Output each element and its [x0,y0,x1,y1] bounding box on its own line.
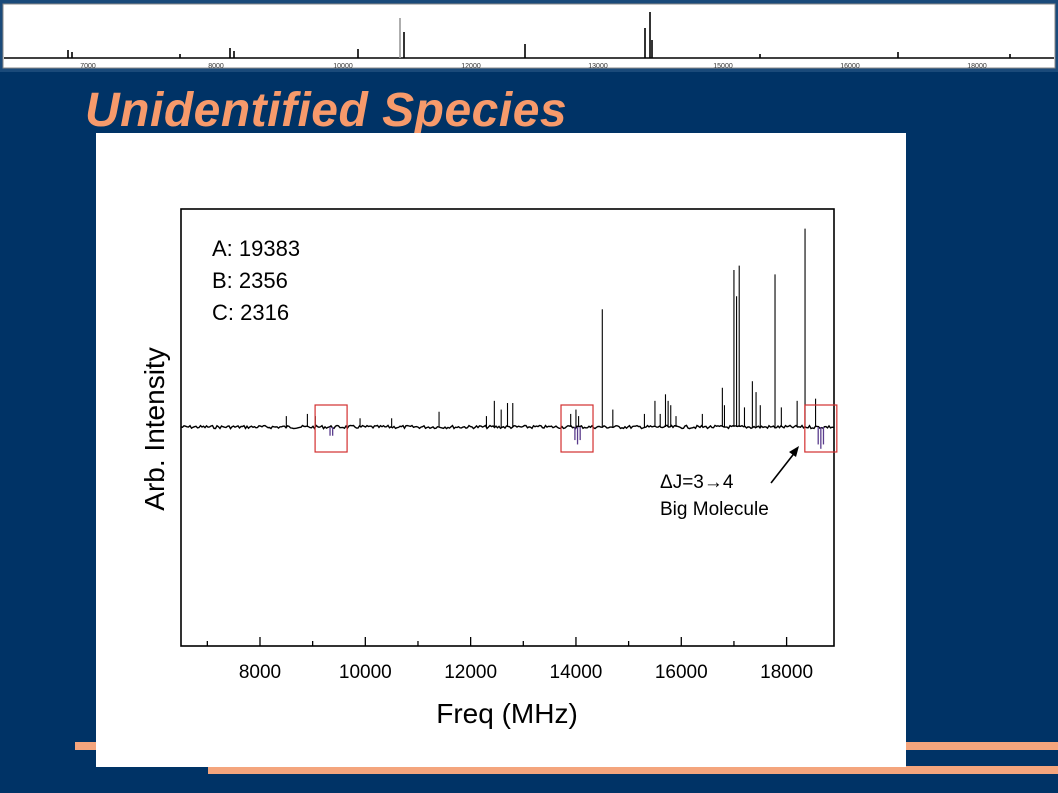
overview-tick-label: 13000 [588,63,608,70]
annotation-big-molecule: Big Molecule [660,499,769,520]
overview-tick-label: 12000 [461,63,481,70]
highlight-box [314,404,348,453]
slide-title: Unidentified Species [85,84,568,137]
overview-spectrum: 7000 8000 10000 12000 13000 15000 16000 18000 [2,3,1056,70]
overview-tick-label: 10000 [333,63,353,70]
x-tick-label: 14000 [550,662,603,683]
overview-tick-label: 16000 [840,63,860,70]
x-tick-label: 16000 [655,662,708,683]
accent-line-bottom [208,766,1058,774]
spectrum-chart: 8000 10000 12000 14000 16000 18000 Freq (MHz)… [139,208,838,729]
overview-tick-label: 15000 [713,63,733,70]
overview-tick-label: 7000 [80,63,96,70]
annotation-transition: ΔJ=3→4 [660,472,734,493]
highlight-box [804,404,838,453]
overview-tick-label: 18000 [967,63,987,70]
highlight-box [560,404,594,453]
rotational-constant-b: B: 2356 [212,268,288,293]
x-tick-label: 10000 [339,662,392,683]
rotational-constant-a: A: 19383 [212,236,300,261]
x-tick-label: 8000 [239,662,281,683]
x-tick-label: 18000 [760,662,813,683]
overview-spectrum-strip: 7000 8000 10000 12000 13000 15000 16000 18000 [0,0,1058,72]
annotation-arrow [770,446,799,484]
x-axis-title: Freq (MHz) [436,698,578,729]
spectrum-plot-panel: 8000 10000 12000 14000 16000 18000 Freq (MHz)… [96,133,906,767]
rotational-constant-c: C: 2316 [212,300,289,325]
y-axis-title: Arb. Intensity [139,347,170,510]
x-tick-label: 12000 [444,662,497,683]
overview-tick-label: 8000 [208,63,224,70]
